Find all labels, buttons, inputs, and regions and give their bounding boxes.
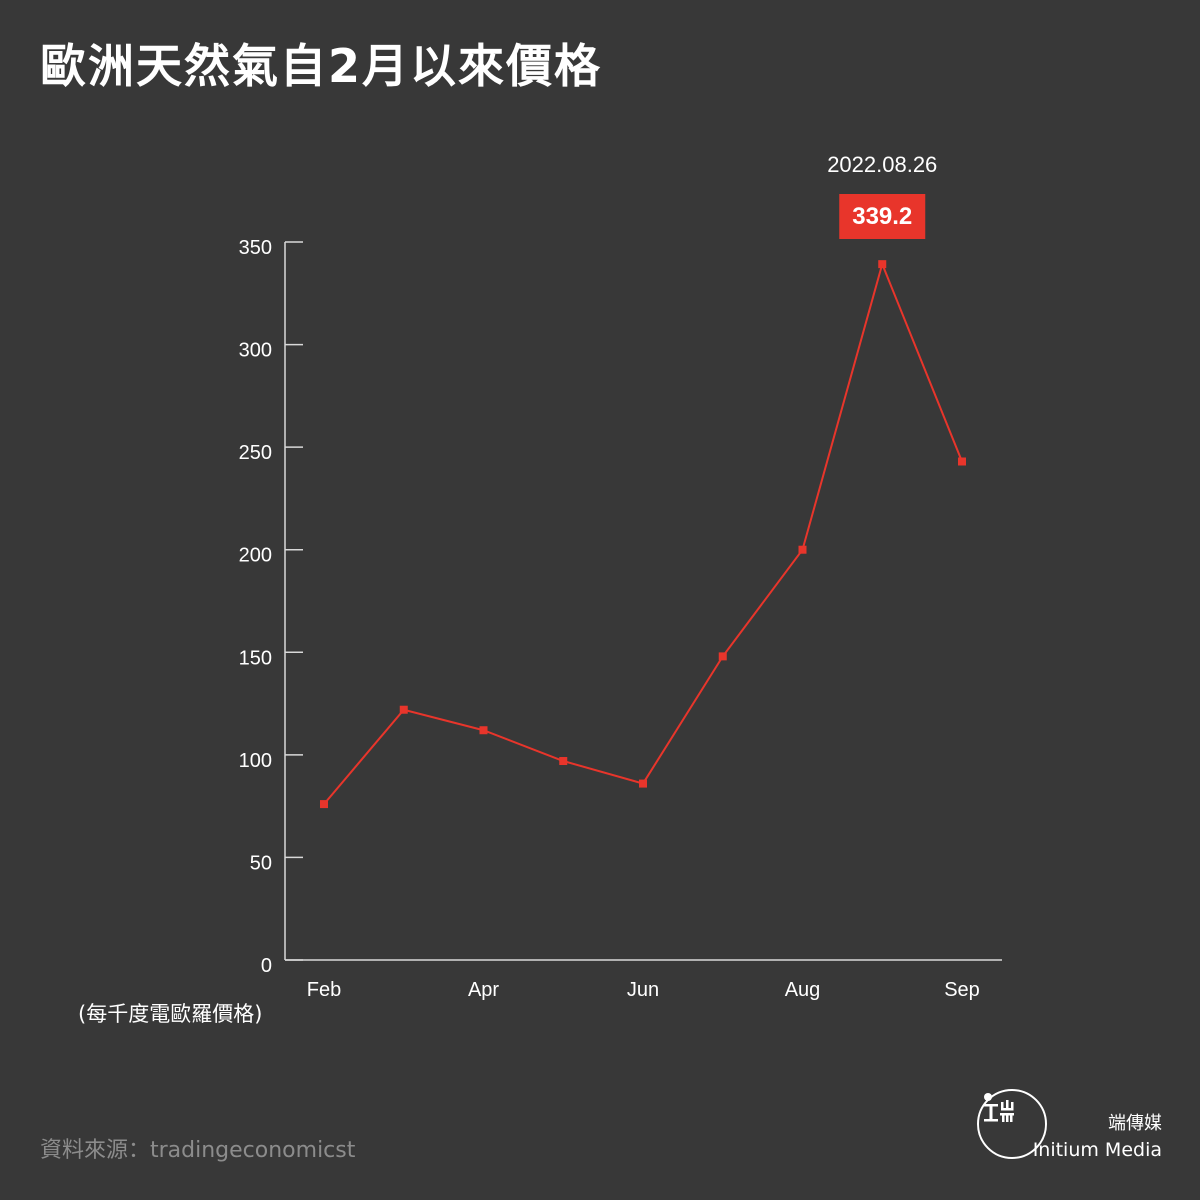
data-point	[718, 652, 727, 661]
y-tick-label: 350	[239, 237, 272, 259]
chart-title: 歐洲天然氣自2月以來價格	[40, 39, 603, 93]
y-tick-label: 150	[239, 647, 272, 669]
data-point	[878, 260, 887, 269]
y-tick-label: 200	[239, 545, 272, 567]
y-axis: 0 50 100 150 200 250 300 350	[239, 237, 303, 977]
brand-name-zh: 端傳媒	[1108, 1113, 1162, 1134]
y-tick-label: 300	[239, 340, 272, 362]
brand-name-en: Initium Media	[1032, 1139, 1162, 1161]
data-point	[399, 705, 408, 714]
data-point	[958, 457, 966, 466]
source-credit: 資料來源：tradingeconomicst	[40, 1138, 356, 1163]
initium-logo-icon	[977, 1089, 1047, 1159]
annotation-value: 339.2	[852, 203, 912, 230]
unit-label: (每千度電歐羅價格)	[78, 1002, 263, 1026]
data-point	[798, 545, 807, 554]
x-tick-label: Jun	[627, 979, 659, 1001]
y-tick-label: 250	[239, 442, 272, 464]
data-point	[639, 779, 647, 788]
series	[320, 260, 966, 809]
brand-block: 端傳媒 Initium Media	[1033, 1112, 1162, 1164]
series-line	[323, 261, 963, 805]
annotation-value-box	[839, 194, 926, 239]
data-point	[320, 800, 328, 809]
data-point	[479, 726, 488, 735]
y-tick-label: 50	[250, 852, 272, 874]
x-axis: Feb Apr Jun Aug Sep	[285, 959, 1002, 1001]
y-tick-label: 0	[261, 955, 272, 977]
data-point	[559, 757, 568, 766]
x-tick-label: Apr	[468, 979, 499, 1001]
peak-annotation: 2022.08.26 339.2	[827, 152, 937, 239]
x-tick-label: Sep	[944, 979, 980, 1001]
x-tick-label: Aug	[785, 979, 821, 1001]
x-tick-label: Feb	[307, 979, 341, 1001]
y-tick-label: 100	[239, 750, 272, 772]
annotation-date: 2022.08.26	[827, 152, 937, 177]
